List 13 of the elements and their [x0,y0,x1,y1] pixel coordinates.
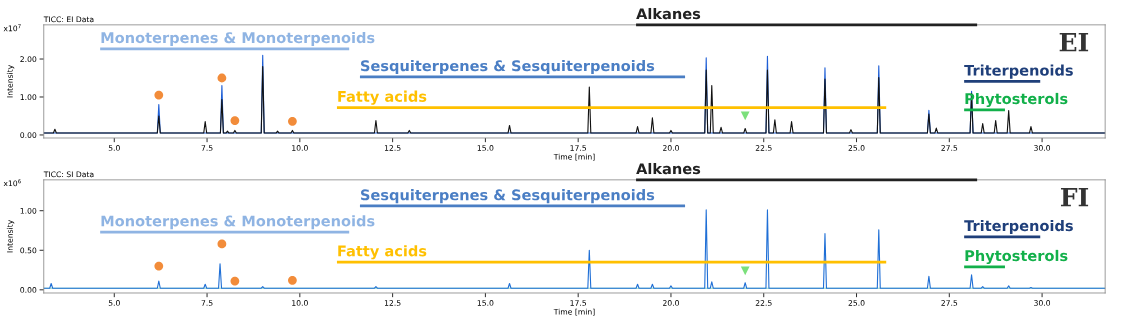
annotation: FI [1060,188,1089,207]
series-label: Monoterpenes & Monoterpenoids [101,215,375,230]
series-label: Triterpenoids [964,219,1073,235]
series-label: Fatty acids [338,245,427,260]
series-label: Phytosterols [965,249,1068,265]
series-label: Triterpenoids [964,64,1073,79]
series-label: Sesquiterpenes & Sesquiterpenoids [361,189,655,204]
series-label: Alkanes [636,7,701,20]
series-label: Fatty acids [338,90,427,105]
series-label: Alkanes [636,162,701,175]
series-label: Sesquiterpenes & Sesquiterpenoids [361,59,655,75]
annotation: EI [1059,33,1089,52]
series-label: Monoterpenes & Monoterpenoids [101,31,375,46]
